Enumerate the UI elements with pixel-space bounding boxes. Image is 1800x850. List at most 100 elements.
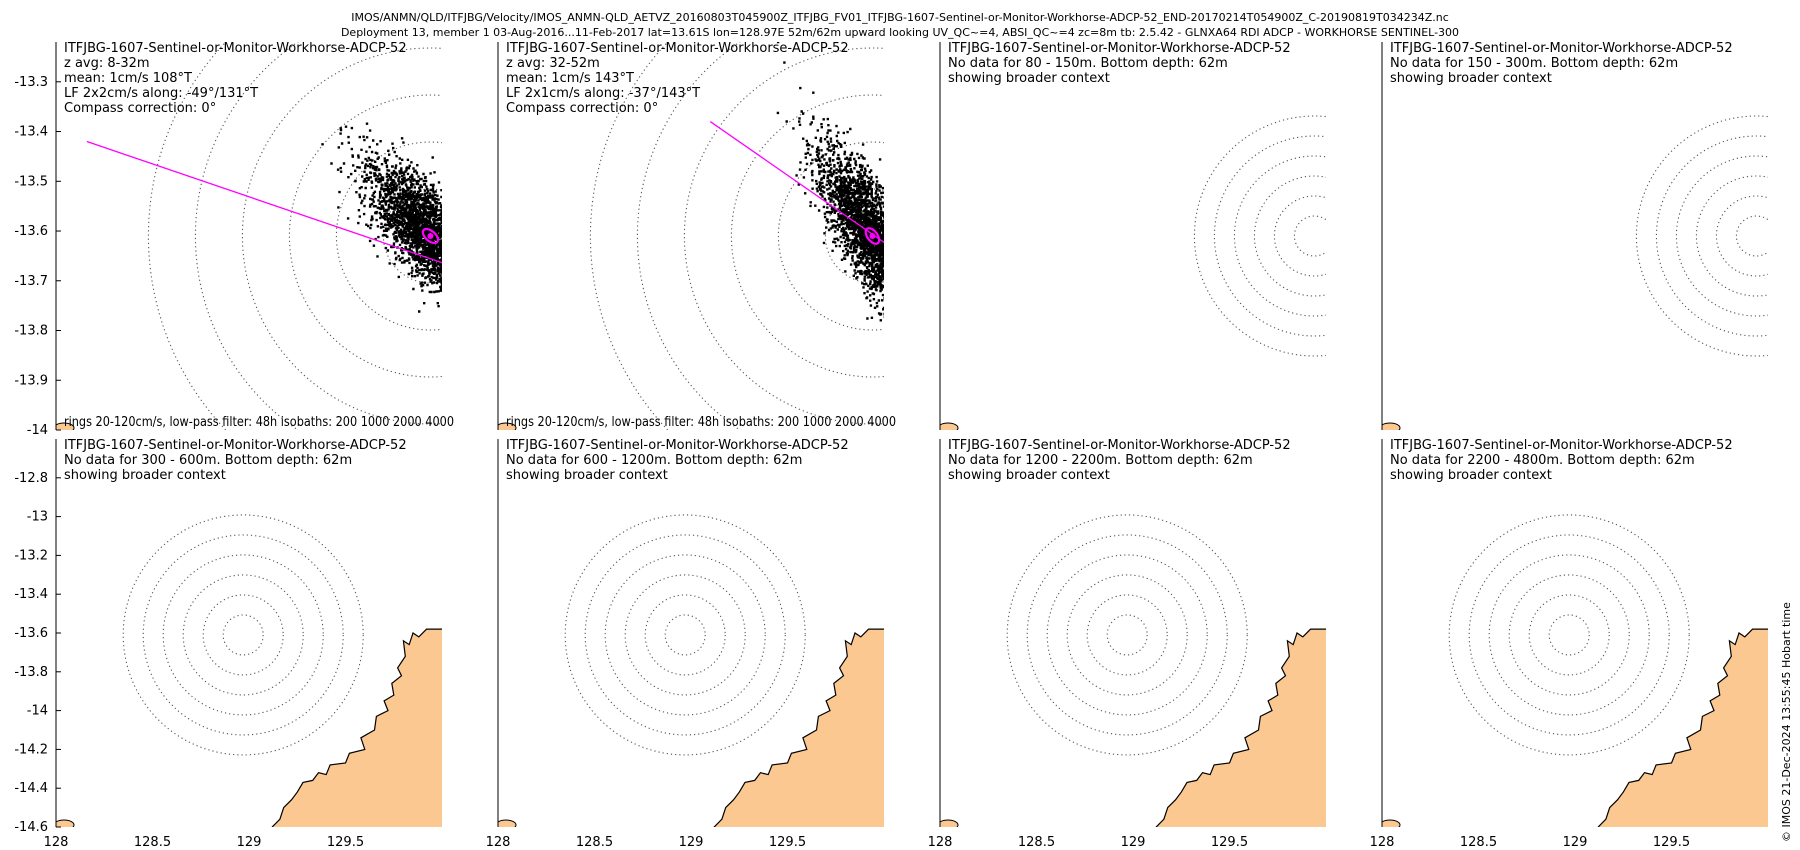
- speed-ring-100: [142, 534, 344, 736]
- land-area: [271, 628, 442, 827]
- panel-annotation: mean: 1cm/s 108°T: [64, 71, 192, 86]
- panel-0-3: ITFJBG-1607-Sentinel-or-Monitor-Workhors…: [1381, 41, 1768, 430]
- speed-ring-80: [683, 47, 884, 425]
- y-tick-label: -13.3: [14, 75, 48, 90]
- panel-1-1: 128 128.5 129 129.5 ITFJBG-1607-Sentinel-or-…: [486, 438, 884, 850]
- speed-ring-80: [162, 554, 324, 716]
- speed-ring-80: [241, 47, 442, 425]
- speed-ring-120: [1635, 115, 1768, 357]
- panel-annotation: showing broader context: [948, 71, 1110, 86]
- y-tick-label: -13.6: [14, 224, 48, 239]
- y-tick-label: -13.7: [14, 274, 48, 289]
- mean-velocity-marker: [427, 233, 434, 239]
- mean-velocity-marker: [869, 233, 876, 239]
- island: [1382, 819, 1401, 827]
- lf-variance-ellipse: [421, 227, 440, 245]
- panel-title: ITFJBG-1607-Sentinel-or-Monitor-Workhors…: [506, 41, 849, 56]
- x-tick-label: 129: [1121, 835, 1146, 850]
- y-tick-label: -13.4: [14, 587, 48, 602]
- y-tick-label: -13: [27, 510, 48, 525]
- x-tick-label: 129.5: [1653, 835, 1690, 850]
- speed-ring-100: [1026, 534, 1228, 736]
- panel-1-3: 128 128.5 129 129.5 ITFJBG-1607-Sentinel-or-…: [1370, 438, 1768, 850]
- panel-annotation: showing broader context: [1390, 71, 1552, 86]
- land-area: [1597, 628, 1768, 827]
- land-area: [713, 628, 884, 827]
- island: [56, 819, 75, 827]
- panel-footer: rings 20-120cm/s, low-pass filter: 48h i…: [506, 415, 896, 430]
- x-tick-label: 129.5: [769, 835, 806, 850]
- panel-title: ITFJBG-1607-Sentinel-or-Monitor-Workhors…: [64, 438, 407, 453]
- x-tick-label: 129: [1563, 835, 1588, 850]
- speed-ring-40: [1086, 594, 1168, 676]
- velocity-scatter-points: [776, 42, 884, 322]
- panel-annotation: LF 2x1cm/s along: -37°/143°T: [506, 86, 700, 101]
- panel-1-2: 128 128.5 129 129.5 ITFJBG-1607-Sentinel-or-…: [928, 438, 1326, 850]
- speed-ring-60: [1508, 574, 1630, 696]
- credit-timestamp: © IMOS 21-Dec-2024 13:55:45 Hobart time: [1780, 602, 1793, 842]
- panel-footer: rings 20-120cm/s, low-pass filter: 48h i…: [64, 415, 454, 430]
- x-tick-label: 128: [486, 835, 511, 850]
- panel-annotation: z avg: 32-52m: [506, 56, 600, 71]
- speed-ring-100: [1213, 135, 1326, 337]
- speed-ring-60: [288, 94, 442, 378]
- y-tick-label: -13.2: [14, 548, 48, 563]
- land-area: [488, 221, 866, 753]
- speed-ring-60: [1253, 175, 1326, 297]
- panel-annotation: LF 2x2cm/s along: -49°/131°T: [64, 86, 258, 101]
- speed-ring-40: [1273, 195, 1326, 277]
- panel-annotation: No data for 150 - 300m. Bottom depth: 62…: [1390, 56, 1678, 71]
- y-tick-label: -13.5: [14, 174, 48, 189]
- principal-axis-line: [709, 121, 884, 244]
- speed-ring-100: [1468, 534, 1670, 736]
- x-tick-label: 128: [928, 835, 953, 850]
- speed-ring-120: [1193, 115, 1326, 357]
- panel-title: ITFJBG-1607-Sentinel-or-Monitor-Workhors…: [948, 438, 1291, 453]
- speed-ring-100: [584, 534, 786, 736]
- speed-ring-20: [1548, 614, 1590, 656]
- speed-ring-60: [182, 574, 304, 696]
- lf-variance-ellipse: [864, 227, 881, 245]
- panel-title: ITFJBG-1607-Sentinel-or-Monitor-Workhors…: [948, 41, 1291, 56]
- y-tick-label: -12.8: [14, 471, 48, 486]
- principal-axis-line: [86, 140, 442, 264]
- panel-title: ITFJBG-1607-Sentinel-or-Monitor-Workhors…: [1390, 41, 1733, 56]
- island: [498, 422, 517, 430]
- speed-ring-60: [730, 94, 884, 378]
- x-tick-label: 128: [1370, 835, 1395, 850]
- panel-0-1: ITFJBG-1607-Sentinel-or-Monitor-Workhors…: [497, 41, 896, 430]
- speed-ring-40: [644, 594, 726, 676]
- speed-ring-20: [1106, 614, 1148, 656]
- land-area: [1155, 628, 1326, 827]
- speed-ring-20: [1293, 215, 1326, 257]
- speed-ring-120: [564, 514, 806, 756]
- panel-title: ITFJBG-1607-Sentinel-or-Monitor-Workhors…: [1390, 438, 1733, 453]
- panel-annotation: showing broader context: [64, 468, 226, 483]
- speed-ring-80: [604, 554, 766, 716]
- panel-0-2: ITFJBG-1607-Sentinel-or-Monitor-Workhors…: [939, 41, 1750, 753]
- speed-ring-60: [624, 574, 746, 696]
- panel-0-0: -13.3 -13.4 -13.5 -13.6 -13.7 -13.8 -13.9 -14 IT…: [14, 41, 866, 753]
- island: [1382, 422, 1401, 430]
- speed-ring-20: [1735, 215, 1768, 257]
- speed-ring-40: [202, 594, 284, 676]
- y-tick-label: -14: [27, 423, 48, 438]
- x-tick-label: 128: [44, 835, 69, 850]
- x-tick-label: 129: [679, 835, 704, 850]
- y-tick-label: -14.6: [14, 820, 48, 835]
- x-tick-label: 129.5: [1211, 835, 1248, 850]
- speed-ring-100: [1655, 135, 1768, 337]
- panel-annotation: No data for 300 - 600m. Bottom depth: 62…: [64, 453, 352, 468]
- x-tick-label: 129: [237, 835, 262, 850]
- speed-ring-40: [1715, 195, 1768, 277]
- y-tick-label: -14.4: [14, 781, 48, 796]
- speed-ring-80: [1675, 155, 1768, 317]
- panel-title: ITFJBG-1607-Sentinel-or-Monitor-Workhors…: [506, 438, 849, 453]
- panel-annotation: showing broader context: [948, 468, 1110, 483]
- speed-ring-20: [222, 614, 264, 656]
- x-tick-label: 128.5: [1460, 835, 1497, 850]
- x-tick-label: 128.5: [134, 835, 171, 850]
- speed-ring-40: [777, 141, 884, 331]
- land-area: [1372, 221, 1750, 753]
